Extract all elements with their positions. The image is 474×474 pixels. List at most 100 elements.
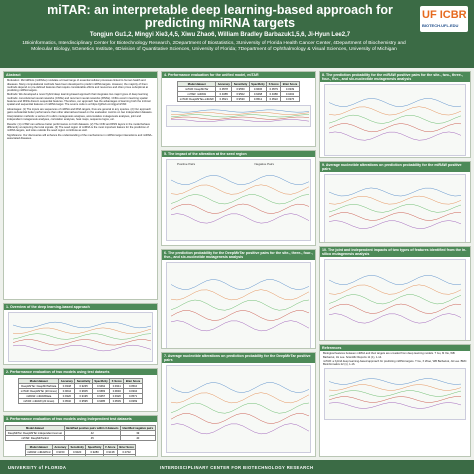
decor-line	[328, 285, 462, 295]
decor-line	[170, 109, 310, 113]
figure-graphic	[170, 382, 310, 435]
decor-line	[328, 115, 462, 125]
section-heading: 3. Performance evaluation of two models …	[4, 416, 157, 423]
decor-line	[328, 204, 462, 213]
paragraph: Biological features between miRNA and th…	[323, 352, 455, 359]
figure	[324, 368, 466, 421]
section-heading: 8. The prediction probability for the mi…	[320, 72, 470, 83]
decor-line	[170, 392, 310, 404]
section: 8. The prediction probability for the mi…	[319, 71, 471, 158]
decor-line	[12, 345, 152, 352]
cell: 0.9522	[266, 96, 282, 103]
paragraph: Methods: We developed a novel hybrid dee…	[7, 93, 151, 107]
paragraph: Interpretation methods: a series of in-s…	[7, 115, 141, 122]
decor-line	[170, 320, 310, 332]
section: 9. Average nucleotide alterations on pre…	[319, 161, 471, 243]
cell: 0.9521	[215, 96, 233, 103]
logo-text: UF ICBR	[422, 9, 467, 21]
decor-line	[12, 322, 152, 329]
decor-line	[328, 275, 462, 286]
decor-line	[170, 403, 310, 414]
figure	[166, 365, 311, 454]
section-heading: References	[320, 345, 470, 352]
section-heading: Abstract	[4, 72, 157, 79]
cell: miTAR: DeepMirTar+miRAW	[177, 96, 217, 103]
decor-line	[12, 327, 152, 335]
decor-line	[170, 184, 310, 195]
cell: 0.0512	[116, 454, 137, 456]
cell: 0.9364	[85, 454, 104, 456]
table-header: Model dataset Accuracy Sensitivity Specific…	[18, 378, 143, 385]
decor-line	[170, 279, 310, 291]
cell: miTAR: DeepMirTarInd	[5, 435, 65, 442]
decor-line	[328, 378, 462, 386]
decor-line	[170, 423, 310, 435]
cell: 0.9402	[67, 454, 87, 456]
decor-line	[12, 339, 152, 346]
section: 5. The impact of the alteration at the s…	[161, 150, 316, 246]
cell: 0.9512	[248, 96, 268, 103]
figure-graphic	[12, 322, 152, 352]
table: Model dataset Accuracy Sensitivity Specific…	[24, 444, 137, 456]
section-heading: 1. Overview of the deep learning-based a…	[4, 304, 157, 311]
section-heading: 2. Performance evaluation of two models …	[4, 369, 157, 376]
decor-line	[170, 204, 310, 214]
section: 6. The prediction probability for the De…	[161, 249, 316, 349]
decor-line	[328, 384, 462, 392]
decor-line	[328, 304, 462, 315]
decor-line	[170, 194, 310, 205]
section: 2. Performance evaluation of two models …	[3, 368, 158, 412]
decor-line	[328, 212, 462, 222]
header: miTAR: an interpretable deep learning-ba…	[0, 0, 474, 68]
section: 3. Performance evaluation of two models …	[3, 415, 158, 457]
table-row: miTAR: DeepMirTar+miRAW 0.9521 0.9530 0.951…	[177, 96, 300, 103]
figure	[166, 262, 311, 348]
decor-line	[328, 396, 462, 404]
table: Model dataset Accuracy Sensitivity Specific…	[18, 378, 143, 405]
paragraph: Advantages: (1) The inputs are sequences…	[7, 107, 153, 114]
decor-line	[170, 175, 310, 186]
table-row: miTAR: miRAW (20 times) 0.9540 0.9595 0.948…	[18, 398, 143, 405]
authors: Tongjun Gu1,2, Mingyi Xie3,4,5, Xiwu Zha…	[89, 32, 351, 38]
cell: 0.9530	[231, 96, 250, 103]
figure-label: Negative Pairs	[254, 162, 275, 167]
decor-line	[328, 106, 462, 116]
decor-line	[328, 132, 462, 141]
figure-graphic	[170, 175, 310, 224]
decor-line	[170, 300, 310, 311]
footer-left: UNIVERSITY of FLORIDA	[8, 464, 67, 470]
affiliations: 1Bioinformatics, Interdisciplinary Cente…	[22, 41, 406, 52]
paragraph: Significance: Our discoveries will enhan…	[7, 133, 153, 140]
figure	[166, 105, 311, 128]
decor-line	[170, 119, 310, 123]
cell: 0.0369	[123, 398, 143, 405]
decor-line	[12, 333, 152, 340]
title: miTAR: an interpretable deep learning-ba…	[47, 3, 393, 30]
decor-line	[328, 294, 462, 305]
section-heading: 9. Average nucleotide alterations on pre…	[320, 162, 470, 173]
decor-line	[170, 117, 310, 120]
figure-label: Positive Pairs	[177, 162, 196, 167]
section: 10. The joint and independent impacts of…	[319, 246, 471, 341]
cell: 0.9595	[74, 398, 93, 405]
cell: 40	[119, 435, 156, 442]
section-heading: 4. Performance evaluation for the unifie…	[162, 72, 315, 79]
cell: miTAR: miRAWInd	[24, 454, 53, 456]
figure-graphic	[328, 378, 462, 410]
figure	[324, 174, 466, 242]
figure	[324, 84, 466, 157]
section: Abstract Motivation: MicroRNAs (miRNAs) m…	[3, 71, 158, 300]
cell: 0.9383	[51, 454, 69, 456]
cell: 0.0376	[280, 96, 300, 103]
logo: UF ICBR BIOTECH.UFL.EDU	[420, 6, 468, 32]
footer-right: INTERDISCIPLINARY CENTER FOR BIOTECHNOLO…	[160, 464, 314, 470]
section: References Biological features between mi…	[319, 344, 471, 457]
section-heading: 6. The prediction probability for the De…	[162, 250, 315, 261]
decor-line	[328, 98, 462, 108]
decor-line	[328, 313, 462, 324]
cell: 0.9539	[109, 398, 125, 405]
cell: 0.9540	[58, 398, 76, 405]
figure	[324, 259, 466, 340]
decor-line	[170, 382, 310, 394]
